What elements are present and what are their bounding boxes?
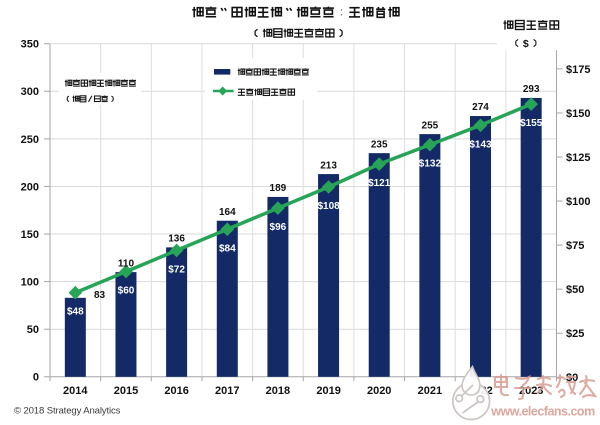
svg-text:100: 100 [21,277,39,289]
svg-text:83: 83 [94,290,106,301]
svg-text:$: $ [523,38,529,50]
svg-text:$155: $155 [520,118,543,129]
svg-text:213: 213 [320,160,337,171]
svg-text:$132: $132 [419,159,442,170]
svg-text:$75: $75 [566,240,584,252]
svg-text:$100: $100 [566,196,590,208]
svg-text:136: 136 [168,234,185,245]
svg-text:235: 235 [371,139,388,150]
svg-text:2015: 2015 [114,385,138,397]
svg-text:150: 150 [21,229,39,241]
svg-text:$25: $25 [566,328,584,340]
svg-text:2018: 2018 [266,385,290,397]
svg-text:$72: $72 [168,264,185,275]
svg-text:$125: $125 [566,152,590,164]
svg-text:300: 300 [21,86,39,98]
svg-text:$108: $108 [317,201,340,212]
svg-text:www.elecfans.com: www.elecfans.com [490,405,595,419]
svg-text:$96: $96 [270,222,287,233]
svg-text:2019: 2019 [316,385,340,397]
svg-text:$143: $143 [469,139,492,150]
svg-text:164: 164 [219,207,236,218]
svg-text:$84: $84 [219,243,236,254]
svg-text:110: 110 [118,258,135,269]
svg-text:2014: 2014 [63,385,88,397]
svg-text:2017: 2017 [215,385,239,397]
svg-text:200: 200 [21,181,39,193]
svg-text:$50: $50 [566,284,584,296]
svg-text:$150: $150 [566,108,590,120]
svg-text:50: 50 [27,324,39,336]
svg-text:2021: 2021 [418,385,442,397]
svg-text:189: 189 [270,183,287,194]
svg-text:255: 255 [422,120,439,131]
svg-text:$175: $175 [566,64,590,76]
svg-text:$48: $48 [67,307,84,318]
svg-text:250: 250 [21,134,39,146]
svg-text:293: 293 [523,84,540,95]
svg-text:$60: $60 [118,286,135,297]
svg-text:© 2018 Strategy Analytics: © 2018 Strategy Analytics [14,405,121,416]
svg-text:2016: 2016 [164,385,188,397]
svg-text:274: 274 [472,102,489,113]
svg-text:$121: $121 [368,178,391,189]
svg-text:2020: 2020 [367,385,391,397]
svg-text:350: 350 [21,39,39,51]
svg-text:0: 0 [33,372,39,384]
